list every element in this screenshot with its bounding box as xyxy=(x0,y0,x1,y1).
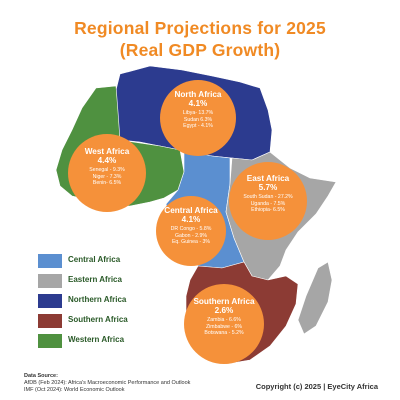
southern-africa-country-1: Zambia - 6.6% xyxy=(207,317,241,323)
central-africa-bubble: Central Africa 4.1% DR Congo - 5.8% Gabo… xyxy=(156,196,226,266)
southern-africa-country-2: Zimbabwe - 6% xyxy=(205,323,243,330)
legend-label-northern: Northern Africa xyxy=(68,295,127,304)
north-africa-bubble: North Africa 4.1% Libya- 13.7% Sudan 6.3… xyxy=(160,80,236,156)
chart-subtitle: (Real GDP Growth) xyxy=(119,40,281,60)
source-line-2: IMF (Oct 2024): World Economic Outlook xyxy=(24,387,125,393)
central-africa-country-3: Eq. Guinea - 3% xyxy=(171,239,211,246)
west-africa-name: West Africa xyxy=(84,147,130,156)
legend-label-southern: Southern Africa xyxy=(68,315,128,324)
source-line-1: AfDB (Feb 2024): Africa's Macroeconomic … xyxy=(24,380,191,386)
madagascar xyxy=(297,261,333,335)
southern-africa-country-3: Botswana - 5.2% xyxy=(204,330,244,337)
legend-label-eastern: Eastern Africa xyxy=(68,275,122,284)
east-africa-country-1: South Sudan - 27.2% xyxy=(243,194,293,200)
north-africa-name: North Africa xyxy=(174,90,222,99)
legend-swatch-central xyxy=(38,254,62,268)
legend-swatch-western xyxy=(38,334,62,348)
east-africa-name: East Africa xyxy=(246,174,290,183)
southern-africa-name: Southern Africa xyxy=(193,297,255,306)
west-africa-country-2: Niger - 7.3% xyxy=(92,173,122,180)
legend-label-central: Central Africa xyxy=(68,255,121,264)
central-africa-growth: 4.1% xyxy=(181,215,201,224)
central-africa-country-2: Gabon - 2.9% xyxy=(174,232,207,239)
east-africa-country-3: Ethiopia- 6.5% xyxy=(251,207,285,214)
north-africa-growth: 4.1% xyxy=(188,99,208,108)
central-africa-country-1: DR Congo - 5.8% xyxy=(170,226,212,232)
east-africa-country-2: Uganda - 7.5% xyxy=(250,200,286,207)
southern-africa-bubble: Southern Africa 2.6% Zambia - 6.6% Zimba… xyxy=(184,284,264,364)
central-africa-name: Central Africa xyxy=(164,206,218,215)
legend-swatch-southern xyxy=(38,314,62,328)
east-africa-growth: 5.7% xyxy=(258,183,278,192)
legend-swatch-northern xyxy=(38,294,62,308)
legend-label-western: Western Africa xyxy=(68,335,125,344)
chart-title: Regional Projections for 2025 xyxy=(74,18,326,38)
copyright: Copyright (c) 2025 | EyeCity Africa xyxy=(255,382,378,391)
north-africa-country-2: Sudan 6.3% xyxy=(183,116,213,123)
legend-swatch-eastern xyxy=(38,274,62,288)
east-africa-bubble: East Africa 5.7% South Sudan - 27.2% Uga… xyxy=(229,162,307,240)
west-africa-country-1: Senegal - 9.3% xyxy=(89,167,125,173)
north-africa-country-1: Libya- 13.7% xyxy=(182,110,214,116)
north-africa-country-3: Egypt - 4.1% xyxy=(183,123,213,130)
west-africa-country-3: Benin- 6.5% xyxy=(92,180,122,187)
source-heading: Data Source: xyxy=(24,373,58,379)
southern-africa-growth: 2.6% xyxy=(214,306,234,315)
west-africa-growth: 4.4% xyxy=(97,156,117,165)
west-africa-bubble: West Africa 4.4% Senegal - 9.3% Niger - … xyxy=(68,134,146,212)
